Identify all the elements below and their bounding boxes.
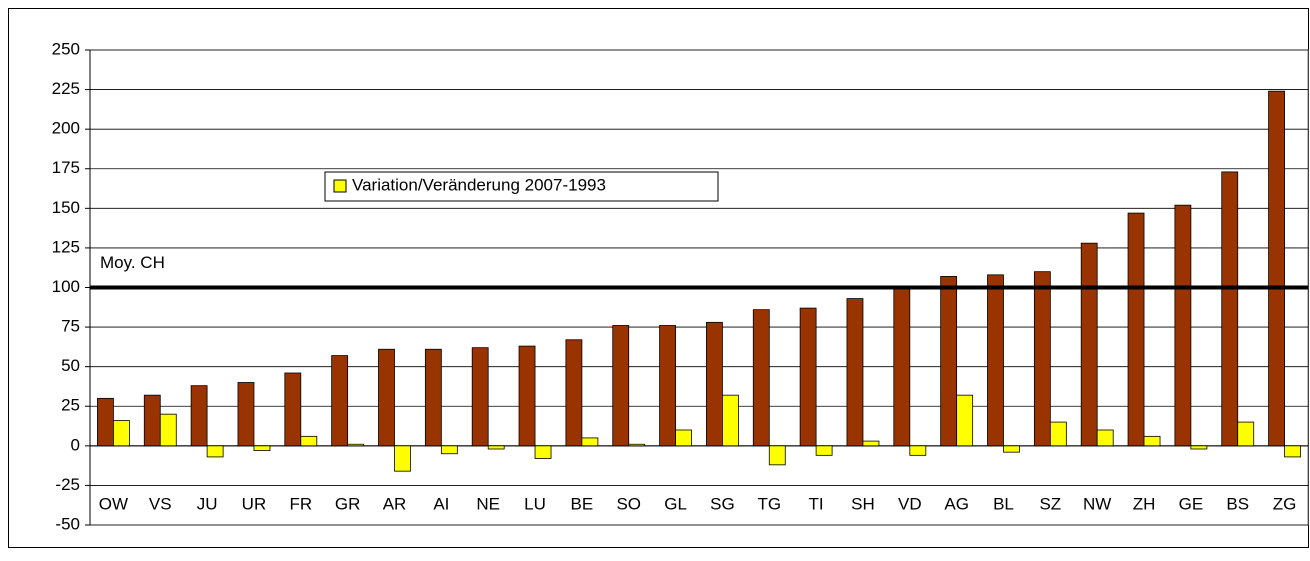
x-tick-label: ZH (1133, 494, 1156, 513)
bar (1268, 90, 1285, 447)
bar (1221, 171, 1239, 447)
x-tick-label: NW (1083, 494, 1111, 513)
x-tick-label: SH (851, 494, 875, 513)
bar (471, 347, 489, 447)
y-tick-label: 150 (52, 198, 80, 217)
bar (565, 339, 583, 447)
x-tick-label: UR (242, 494, 267, 513)
bar (113, 420, 130, 447)
y-tick-label: 200 (52, 119, 80, 138)
bar (284, 372, 302, 447)
bar (97, 397, 114, 447)
bar (487, 445, 505, 450)
x-tick-label: AG (944, 494, 969, 513)
x-tick-label: VD (898, 494, 922, 513)
bar (1096, 429, 1114, 447)
bar (1174, 204, 1192, 447)
legend-box (324, 171, 719, 202)
y-tick-label: -25 (55, 475, 80, 494)
y-tick-label: 225 (52, 79, 80, 98)
x-tick-label: GE (1179, 494, 1204, 513)
bar (378, 348, 395, 447)
bar (1143, 435, 1161, 447)
x-tick-label: SZ (1039, 494, 1061, 513)
bar (893, 288, 911, 447)
bar (987, 274, 1004, 447)
bar (1033, 271, 1051, 447)
bar (628, 443, 646, 447)
legend-swatch (333, 179, 347, 193)
y-tick-label: 0 (71, 435, 80, 454)
x-tick-label: BE (571, 494, 594, 513)
bar (1284, 445, 1301, 458)
bar (534, 445, 552, 459)
x-tick-label: BS (1226, 494, 1249, 513)
x-tick-label: JU (197, 494, 218, 513)
bar (722, 394, 739, 447)
bar (815, 445, 833, 456)
reference-label: Moy. CH (100, 253, 165, 272)
bar (675, 429, 692, 447)
bar (846, 298, 864, 447)
x-tick-label: OW (99, 494, 128, 513)
bar (799, 307, 817, 447)
bar (1003, 445, 1020, 453)
y-tick-label: -50 (55, 514, 80, 533)
x-tick-label: GL (664, 494, 687, 513)
y-tick-label: 175 (52, 158, 80, 177)
bar (518, 345, 536, 447)
y-tick-label: 50 (61, 356, 80, 375)
bar (143, 394, 161, 447)
bar (1049, 421, 1067, 447)
bar (909, 445, 927, 456)
x-tick-label: NE (476, 494, 500, 513)
x-tick-label: VS (149, 494, 172, 513)
x-tick-label: SO (616, 494, 641, 513)
x-tick-label: BL (993, 494, 1014, 513)
bar (752, 309, 770, 447)
legend-label: Variation/Veränderung 2007-1993 (352, 175, 606, 194)
bar (659, 325, 676, 447)
bar (1080, 242, 1098, 447)
x-tick-label: SG (710, 494, 735, 513)
x-tick-label: LU (524, 494, 546, 513)
bar (206, 445, 224, 458)
bar (940, 276, 958, 447)
bar (190, 385, 208, 447)
x-tick-label: ZG (1273, 494, 1297, 513)
x-tick-label: TI (809, 494, 824, 513)
x-tick-label: FR (289, 494, 312, 513)
y-tick-label: 100 (52, 277, 80, 296)
bar (581, 437, 599, 447)
bar (440, 445, 458, 455)
bar (706, 321, 723, 447)
bar (347, 443, 365, 447)
y-tick-label: 25 (61, 396, 80, 415)
bar (331, 355, 349, 447)
bar (956, 394, 974, 447)
bar (394, 445, 411, 472)
y-tick-label: 75 (61, 317, 80, 336)
bar (159, 413, 177, 447)
y-tick-label: 125 (52, 237, 80, 256)
x-tick-label: AR (383, 494, 407, 513)
x-tick-label: AI (433, 494, 449, 513)
bar (253, 445, 271, 451)
bar (424, 348, 442, 447)
bar (862, 440, 880, 447)
bar (237, 382, 255, 447)
bar (768, 445, 786, 466)
x-tick-label: GR (335, 494, 361, 513)
x-tick-label: TG (757, 494, 781, 513)
bar (612, 325, 630, 447)
bar (1190, 445, 1208, 450)
bar (1127, 212, 1145, 447)
y-tick-label: 250 (52, 39, 80, 58)
bar (1237, 421, 1255, 447)
bar (300, 435, 318, 447)
